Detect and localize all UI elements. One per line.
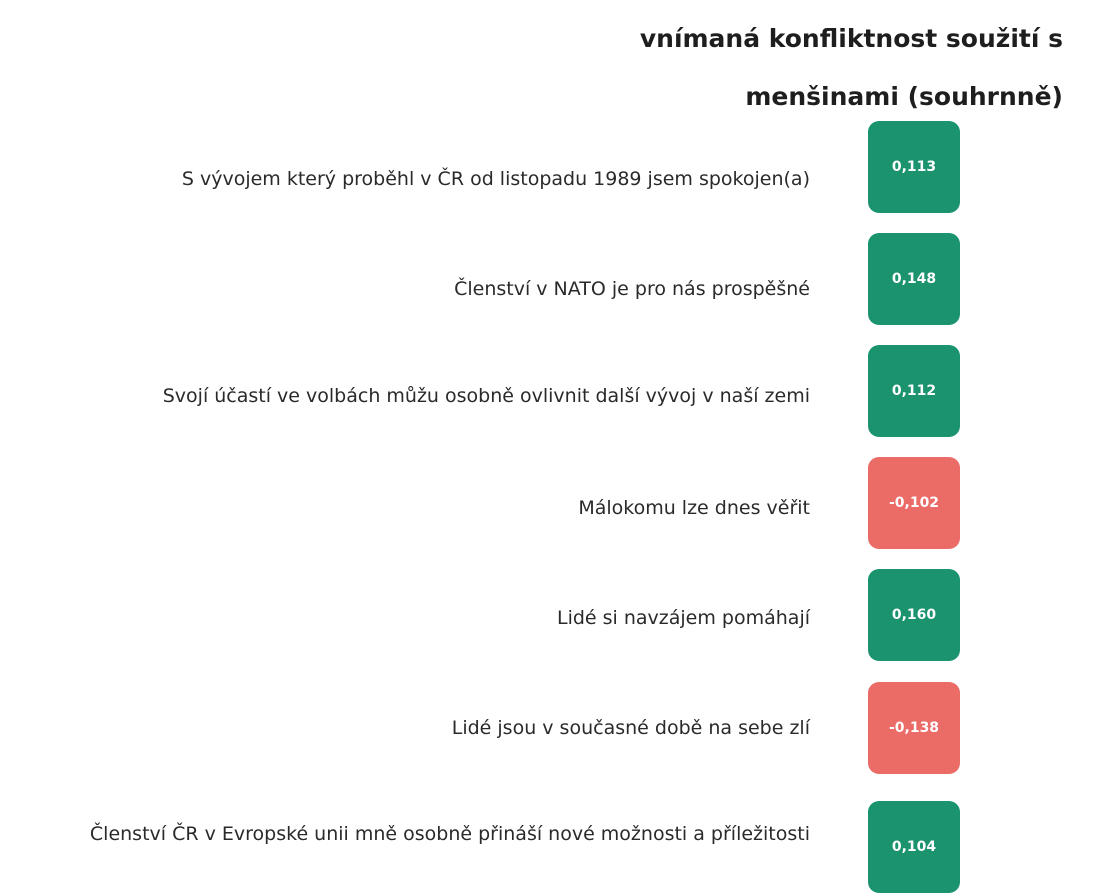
row-label: Lidé si navzájem pomáhají [556,607,810,629]
row-label: S vývojem který proběhl v ČR od listopad… [181,168,810,190]
row-label: Málokomu lze dnes věřit [578,497,810,519]
row-label: Svojí účastí ve volbách můžu osobně ovli… [162,385,810,407]
value-cell: 0,113 [868,121,960,213]
title: vnímaná konfliktnost soužití s menšinami… [639,24,1063,111]
value-cell: 0,112 [868,345,960,437]
value-cell: -0,102 [868,457,960,549]
value-cell: 0,148 [868,233,960,325]
row-label: Lidé jsou v současné době na sebe zlí [451,717,810,739]
value-cell: 0,104 [868,801,960,893]
row-label: Členství v NATO je pro nás prospěšné [454,278,810,300]
value-cell: -0,138 [868,682,960,774]
row-label: Členství ČR v Evropské unii mně osobně p… [89,823,810,845]
value-cell: 0,160 [868,569,960,661]
